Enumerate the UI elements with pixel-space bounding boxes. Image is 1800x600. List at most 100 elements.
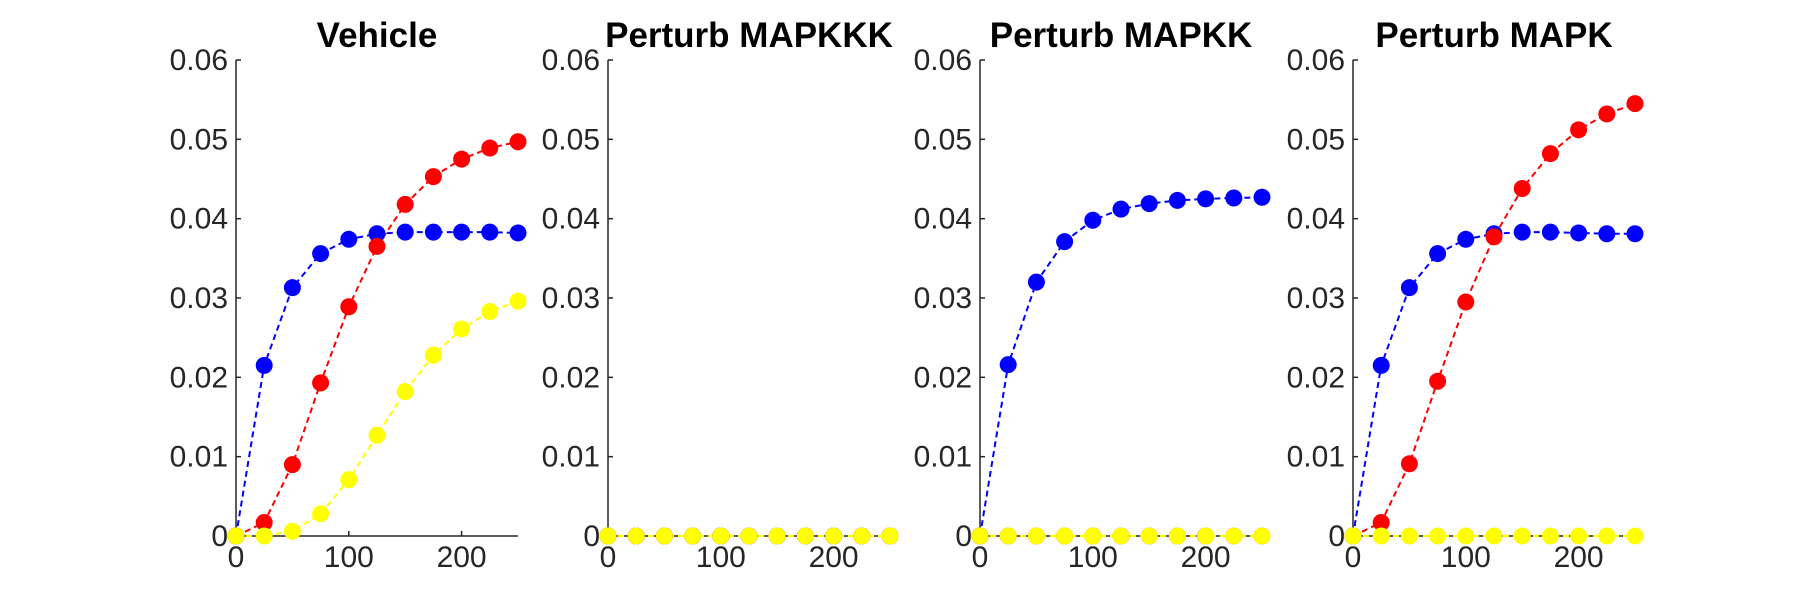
panel-perturb-mapk: Perturb MAPK 0 0.01 0.02 0.03 0.04 0.05 0.06 0 1… <box>1287 16 1644 574</box>
data-point-blue <box>509 224 527 242</box>
data-point-yellow <box>881 527 899 545</box>
data-point-yellow <box>1168 527 1186 545</box>
panel-title: Perturb MAPKKK <box>605 16 893 55</box>
y-tick-label: 0 <box>211 520 228 553</box>
y-tick-label: 0.02 <box>914 361 972 394</box>
panel-vehicle: Vehicle 0 0.01 0.02 0.03 0.04 0.05 0.06 0 100 200 <box>170 16 527 574</box>
series-line-red <box>1352 102 1636 537</box>
data-point-yellow <box>396 383 414 401</box>
data-point-yellow <box>1429 527 1447 545</box>
data-point-blue <box>1570 224 1588 242</box>
data-point-yellow <box>1400 527 1418 545</box>
data-point-red <box>1626 95 1644 113</box>
data-point-blue <box>1197 190 1215 208</box>
data-point-blue <box>999 356 1017 374</box>
y-tick-label: 0.02 <box>170 361 228 394</box>
data-point-yellow <box>255 527 273 545</box>
y-tick-label: 0.06 <box>914 44 972 77</box>
data-point-yellow <box>509 292 527 310</box>
data-point-blue <box>424 223 442 241</box>
data-point-blue <box>368 225 386 243</box>
data-point-yellow <box>1570 527 1588 545</box>
series-line-blue <box>1352 231 1635 537</box>
data-point-blue <box>1626 225 1644 243</box>
data-point-yellow <box>1344 527 1362 545</box>
y-tick-label: 0 <box>1328 520 1345 553</box>
data-point-yellow <box>283 522 301 540</box>
data-point-blue <box>1598 225 1616 243</box>
data-point-yellow <box>312 505 330 523</box>
y-tick-label: 0.06 <box>170 44 228 77</box>
data-point-blue <box>1372 356 1390 374</box>
x-tick-label: 200 <box>809 541 859 574</box>
data-point-blue <box>453 223 471 241</box>
x-tick-label: 200 <box>437 541 487 574</box>
data-point-blue <box>1253 188 1271 206</box>
data-point-red <box>368 237 386 255</box>
data-point-red <box>1513 180 1531 198</box>
data-point-yellow <box>1027 527 1045 545</box>
data-point-yellow <box>368 426 386 444</box>
x-tick-label: 0 <box>228 541 245 574</box>
y-tick-label: 0.03 <box>542 282 600 315</box>
panel-title: Perturb MAPK <box>1375 16 1612 55</box>
y-tick-label: 0.04 <box>1287 203 1345 236</box>
data-point-red <box>1372 514 1390 532</box>
data-point-blue <box>1112 200 1130 218</box>
data-point-red <box>1541 145 1559 163</box>
data-point-red <box>453 150 471 168</box>
y-tick-label: 0.04 <box>914 203 972 236</box>
data-point-red <box>1570 121 1588 139</box>
data-point-blue <box>1513 223 1531 241</box>
data-point-red <box>255 514 273 532</box>
data-point-yellow <box>1541 527 1559 545</box>
data-point-yellow <box>825 527 843 545</box>
data-point-blue <box>255 356 273 374</box>
data-point-blue <box>1541 223 1559 241</box>
y-tick-label: 0.05 <box>914 123 972 156</box>
x-tick-label: 100 <box>324 541 374 574</box>
y-tick-label: 0.03 <box>1287 282 1345 315</box>
data-point-yellow <box>1457 527 1475 545</box>
data-point-red <box>1400 455 1418 473</box>
x-tick-label: 0 <box>972 541 989 574</box>
data-point-yellow <box>999 527 1017 545</box>
y-tick-label: 0.01 <box>170 441 228 474</box>
y-tick-label: 0 <box>955 520 972 553</box>
data-point-blue <box>1084 211 1102 229</box>
data-point-blue <box>1429 245 1447 263</box>
data-point-yellow <box>1485 527 1503 545</box>
x-tick-label: 100 <box>696 541 746 574</box>
data-point-red <box>283 456 301 474</box>
data-point-blue <box>312 245 330 263</box>
data-point-yellow <box>1084 527 1102 545</box>
data-point-red <box>509 133 527 151</box>
data-point-yellow <box>1513 527 1531 545</box>
x-tick-label: 0 <box>1345 541 1362 574</box>
data-point-yellow <box>1140 527 1158 545</box>
data-point-yellow <box>453 320 471 338</box>
data-point-blue <box>283 279 301 297</box>
data-point-blue <box>1457 230 1475 248</box>
panel-perturb-mapkkk: Perturb MAPKKK 0 0.01 0.02 0.03 0.04 0.05 0.06… <box>542 16 899 574</box>
data-point-yellow <box>1056 527 1074 545</box>
y-tick-label: 0.06 <box>1287 44 1345 77</box>
data-point-yellow <box>740 527 758 545</box>
data-point-red <box>340 298 358 316</box>
data-point-yellow <box>1112 527 1130 545</box>
y-tick-label: 0.01 <box>1287 441 1345 474</box>
panel-title: Vehicle <box>317 16 438 55</box>
data-point-yellow <box>1225 527 1243 545</box>
data-point-red <box>481 139 499 157</box>
data-point-blue <box>396 223 414 241</box>
data-point-yellow <box>971 527 989 545</box>
y-tick-label: 0.05 <box>170 123 228 156</box>
x-tick-label: 200 <box>1554 541 1604 574</box>
data-point-yellow <box>768 527 786 545</box>
data-point-yellow <box>655 527 673 545</box>
data-point-red <box>1485 228 1503 246</box>
series-line-blue <box>979 196 1263 537</box>
y-tick-label: 0.01 <box>914 441 972 474</box>
data-point-yellow <box>796 527 814 545</box>
data-point-red <box>1429 372 1447 390</box>
